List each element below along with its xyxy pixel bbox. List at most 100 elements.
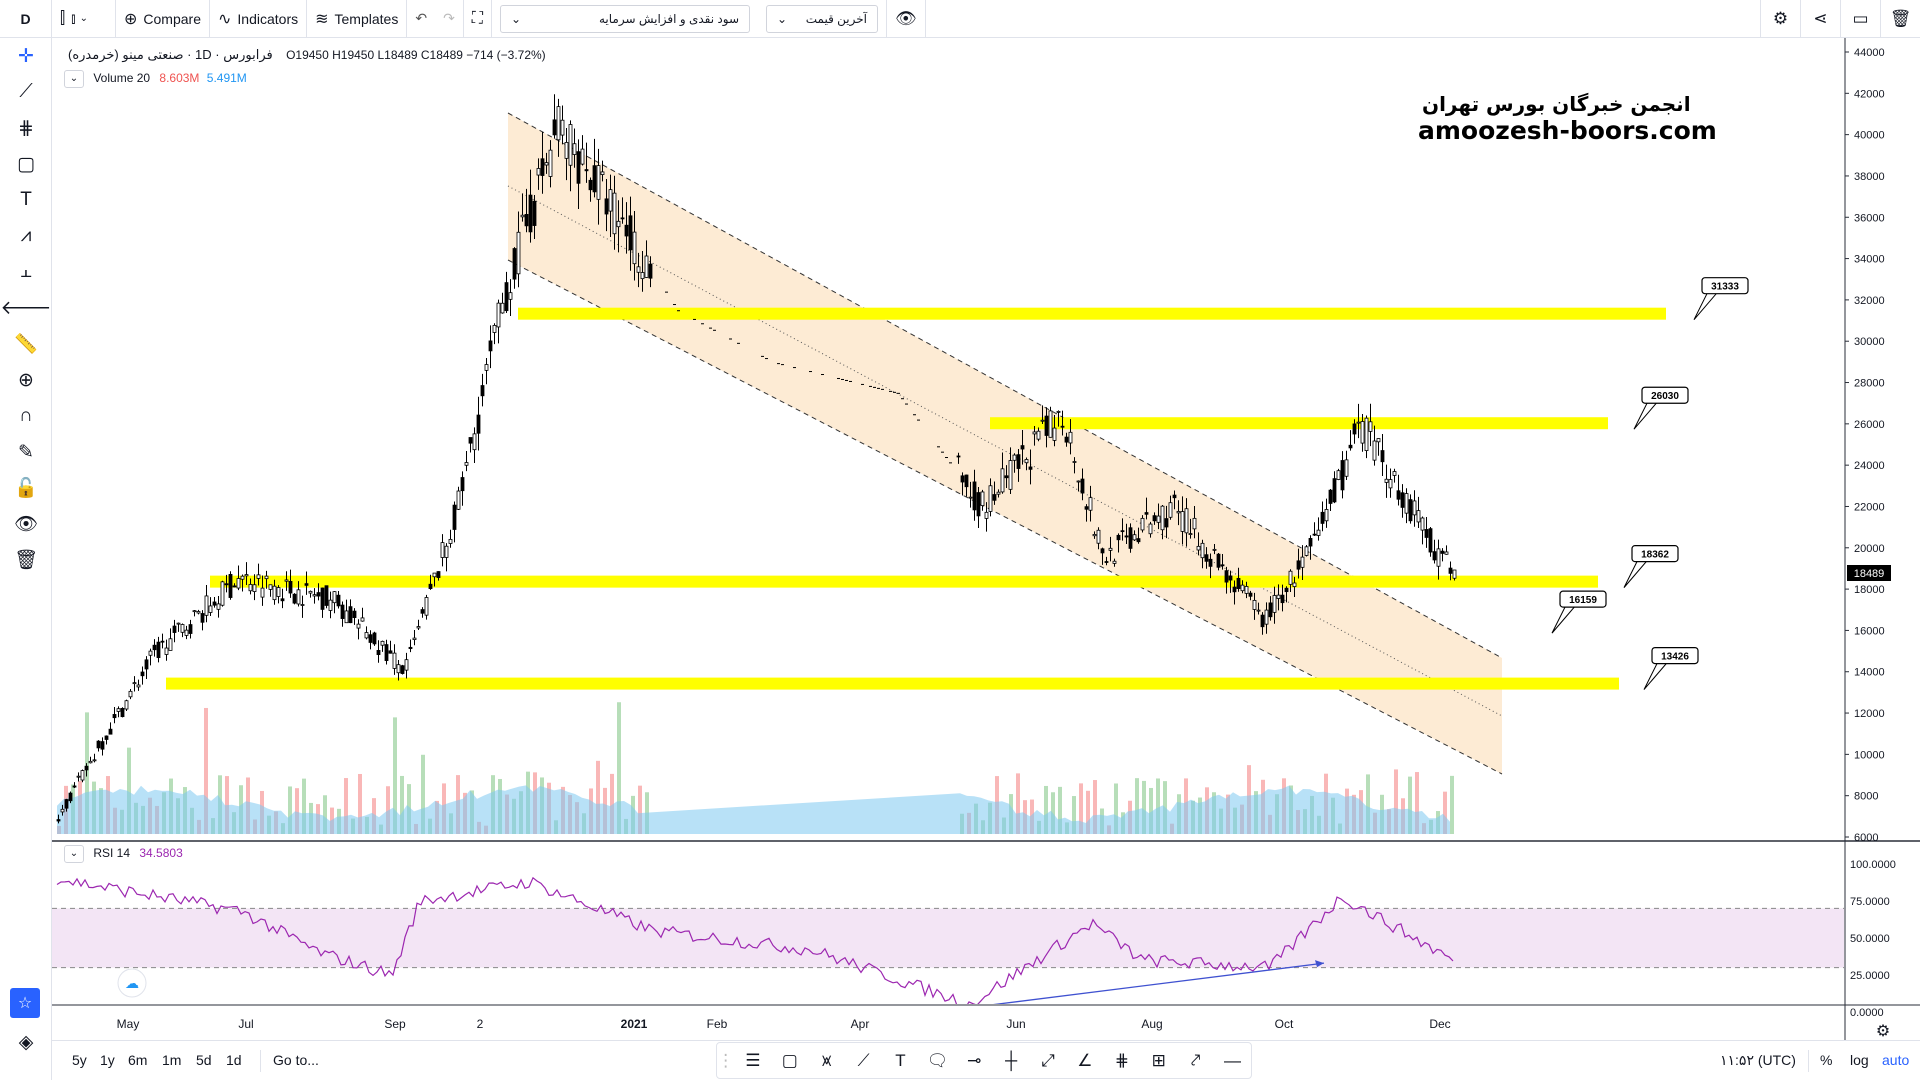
plus-circle-icon: ⊕: [124, 10, 138, 28]
draw-text[interactable]: T: [882, 1043, 919, 1079]
candle: [488, 340, 493, 352]
lock-tool[interactable]: 🔓: [0, 470, 52, 506]
callout-label: 16159: [1569, 595, 1597, 606]
price-tick-label: 20000: [1854, 543, 1885, 555]
candle: [184, 629, 189, 636]
price-select[interactable]: آخرین قیمت ⌄: [766, 4, 878, 33]
forecast-tool[interactable]: ⫠: [0, 254, 52, 290]
compare-button[interactable]: ⊕ Compare: [116, 0, 210, 38]
price-tick-label: 44000: [1854, 47, 1885, 59]
candle: [1376, 438, 1381, 443]
hide-tool[interactable]: 👁: [0, 506, 52, 542]
candle: [352, 610, 357, 618]
rsi-settings-button[interactable]: ⚙: [1876, 1023, 1890, 1040]
candle: [1308, 538, 1313, 547]
candle: [332, 591, 337, 604]
price-axis[interactable]: 44000 42000 40000 38000 36000 34000 32000 30000…: [1845, 47, 1885, 844]
fib-tool[interactable]: ⋕: [0, 110, 52, 146]
redo-button[interactable]: ↷: [435, 0, 464, 38]
auto-toggle[interactable]: auto: [1882, 1052, 1910, 1068]
candle: [869, 385, 872, 387]
draw-path[interactable]: ⩙: [808, 1043, 845, 1079]
draw-rectangle[interactable]: ▢: [771, 1043, 808, 1079]
settings-button[interactable]: ⚙: [1760, 0, 1800, 38]
chart-background: [52, 38, 1920, 1040]
chart-style-button[interactable]: ⫿ ⫾ ⌄: [52, 0, 116, 38]
interval-button[interactable]: D: [0, 0, 52, 38]
callout-box: [1559, 590, 1607, 608]
fullscreen-button[interactable]: ⛶: [464, 0, 492, 38]
divider: [260, 1050, 261, 1072]
candle: [544, 162, 549, 166]
delete-button[interactable]: 🗑: [1880, 0, 1920, 38]
chart-area[interactable]: 31333 26030 18362 16159 13426 44000 42000 4000…: [52, 38, 1920, 1040]
draw-callout[interactable]: 🗨: [919, 1043, 956, 1079]
draw-angle[interactable]: ∠: [1066, 1043, 1103, 1079]
measure-tool[interactable]: 📏: [0, 326, 52, 362]
candle: [841, 378, 844, 380]
drag-handle[interactable]: ⋮: [717, 1043, 734, 1079]
object-tree-tool[interactable]: ◈: [0, 1024, 52, 1060]
draw-cross-line[interactable]: ┼: [993, 1043, 1030, 1079]
draw-horizontal-line[interactable]: ⊸: [956, 1043, 993, 1079]
remove-tool[interactable]: 🗑: [0, 542, 52, 578]
draw-ray[interactable]: ⤤: [1177, 1043, 1214, 1079]
favorites-tool[interactable]: ☆: [10, 988, 40, 1018]
horizontal-line-icon: ⊸: [967, 1050, 982, 1070]
back-tool[interactable]: 🡐: [0, 290, 52, 326]
templates-button[interactable]: ≋ Templates: [307, 0, 408, 38]
share-button[interactable]: ⋖: [1800, 0, 1840, 38]
text-tool[interactable]: T: [0, 182, 52, 218]
candle: [1348, 444, 1353, 449]
magnet-tool[interactable]: ∩: [0, 398, 52, 434]
draw-mode-tool[interactable]: ✎: [0, 434, 52, 470]
ohlc-open: O19450: [286, 48, 329, 62]
range-5y[interactable]: 5y: [72, 1052, 87, 1068]
candle: [1172, 494, 1177, 499]
crosshair-tool[interactable]: ✛: [0, 38, 52, 74]
candle: [432, 572, 437, 578]
draw-line[interactable]: ⟋: [845, 1043, 882, 1079]
pencil-lock-icon: ✎: [18, 441, 34, 463]
candle: [64, 799, 69, 809]
indicators-button[interactable]: ∿ Indicators: [210, 0, 308, 38]
goto-button[interactable]: Go to...: [273, 1052, 319, 1068]
range-6m[interactable]: 6m: [128, 1052, 148, 1068]
shape-tool[interactable]: ▢: [0, 146, 52, 182]
log-toggle[interactable]: log: [1850, 1052, 1869, 1068]
trendline-tool[interactable]: ⟋: [0, 74, 52, 110]
undo-button[interactable]: ↶: [407, 0, 435, 38]
volume-bar: [1366, 774, 1370, 834]
field-select[interactable]: سود نقدی و افزایش سرمایه ⌄: [500, 4, 750, 33]
segment-icon: —: [1223, 1050, 1241, 1070]
last-price-value: 18489: [1854, 568, 1885, 580]
time-axis[interactable]: May Jul Sep 2 2021 Feb Apr Jun Aug Oct Dec: [117, 1017, 1451, 1031]
visibility-button[interactable]: 👁: [886, 0, 926, 38]
rsi-axis[interactable]: 100.0000 75.0000 50.0000 25.0000 0.0000: [1850, 859, 1896, 1019]
draw-gann[interactable]: ⊞: [1140, 1043, 1177, 1079]
candle: [1432, 551, 1437, 561]
snapshot-button[interactable]: ▭: [1840, 0, 1880, 38]
candle: [1324, 509, 1329, 522]
collapse-volume-button[interactable]: ⌄: [64, 70, 84, 88]
templates-label: Templates: [334, 10, 399, 27]
range-1y[interactable]: 1y: [100, 1052, 115, 1068]
candle: [540, 158, 545, 176]
range-1d[interactable]: 1d: [226, 1052, 242, 1068]
draw-segment[interactable]: —: [1214, 1043, 1251, 1079]
price-tick-label: 8000: [1854, 791, 1878, 803]
zoom-tool[interactable]: ⊕: [0, 362, 52, 398]
draw-fib[interactable]: ⋕: [1103, 1043, 1140, 1079]
candle: [444, 545, 449, 558]
range-1m[interactable]: 1m: [162, 1052, 182, 1068]
draw-horizontal-lines[interactable]: ☰: [734, 1043, 771, 1079]
range-5d[interactable]: 5d: [196, 1052, 212, 1068]
candle: [1064, 436, 1069, 443]
draw-trend[interactable]: ⤢: [1030, 1043, 1067, 1079]
candle: [624, 224, 629, 237]
pattern-tool[interactable]: ⩘: [0, 218, 52, 254]
percent-toggle[interactable]: %: [1820, 1052, 1833, 1068]
logo-badge[interactable]: ☁: [117, 968, 147, 998]
candle: [348, 606, 353, 624]
collapse-rsi-button[interactable]: ⌄: [64, 845, 84, 863]
